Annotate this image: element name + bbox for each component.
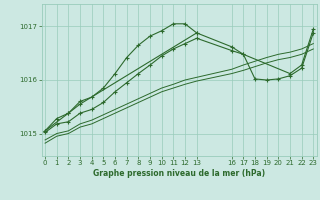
X-axis label: Graphe pression niveau de la mer (hPa): Graphe pression niveau de la mer (hPa) bbox=[93, 169, 265, 178]
